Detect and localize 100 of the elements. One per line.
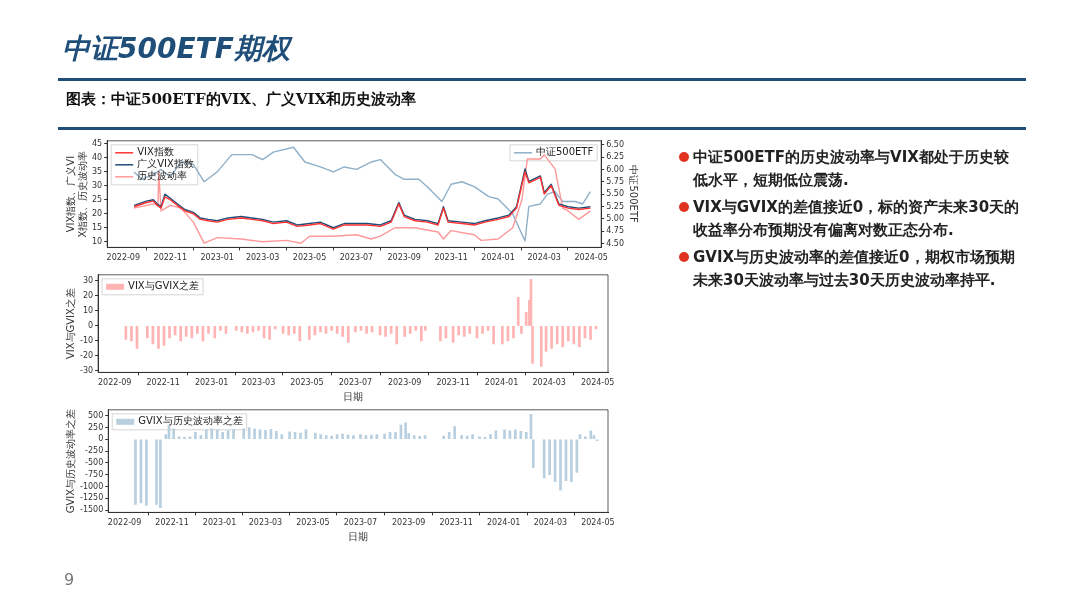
x-tick-label: 2024-01 [484,378,519,388]
y-tick-label: 35 [91,166,103,176]
bar [384,326,387,337]
legend-label: 中证500ETF [535,146,594,158]
bar [408,326,412,334]
y-tick-label: -1250 [80,493,104,503]
bar [365,326,368,334]
x-tick-label: 2023-07 [338,378,373,388]
bar [462,326,466,337]
x-tick-label: 2023-09 [387,253,421,263]
x-tick-label: 2024-03 [532,378,566,388]
y-tick-label: 250 [87,422,104,432]
bar [308,326,311,340]
y-tick-label: -20 [79,350,94,360]
y2-tick-label: 5.00 [606,213,624,223]
x-tick-label: 2023-01 [200,253,234,263]
bar [524,431,528,440]
bar [183,437,186,440]
y-tick-label: -1000 [80,481,104,491]
y-tick-label: 10 [91,236,103,246]
bar [257,326,260,331]
bar [242,428,246,440]
bar [414,326,418,331]
x-tick-label: 2023-09 [387,378,422,388]
bar [288,431,291,440]
y-tick-label: 20 [91,208,103,218]
y-tick-label: 30 [82,275,94,285]
bar [190,326,194,339]
bar [298,326,302,342]
bar [492,326,495,345]
y2-axis-title: 中证500ETF [628,165,640,223]
bar [346,326,350,343]
bar [471,434,474,440]
y-tick-label: 0 [98,434,104,444]
y-axis-title: VIX与GVIX之差 [64,288,76,360]
x-tick-label: 2024-01 [481,253,515,263]
y2-tick-label: 5.50 [606,189,624,199]
bar [319,326,322,333]
bar [489,434,492,440]
text: 中证500ETF的历史波动率与VIX都处于历史较低水平，短期低位震荡. [693,148,1009,189]
y-tick-label: 40 [91,152,103,162]
bar [313,432,317,440]
x-tick-label: 2023-09 [392,518,426,528]
bar [370,434,373,440]
x-axis-title: 日期 [348,530,369,542]
y-tick-label: -750 [85,469,104,479]
bar [453,426,456,440]
x-tick-label: 2024-05 [581,518,615,528]
y-tick-label: -250 [85,446,104,456]
y2-tick-label: 6.00 [606,164,624,174]
bar [330,435,333,440]
legend-label: VIX与GVIX之差 [128,280,200,292]
bar [232,429,235,440]
bar [418,436,421,440]
bar [420,326,423,342]
bar [287,326,291,336]
x-tick-label: 2024-01 [486,518,521,528]
x-tick-label: 2023-11 [439,518,473,528]
bar [531,439,535,468]
bar [501,326,504,345]
bar [330,326,333,331]
y-tick-label: -500 [85,457,104,467]
bar [157,326,160,349]
legend-label: 历史波动率 [137,170,188,182]
y-tick-label: 25 [91,194,103,204]
bar [403,326,406,337]
bar [264,429,267,440]
x-tick-label: 2023-11 [434,253,468,263]
text: GVIX与历史波动率的差值接近0，期权市场预期未来30天波动率与过去30天历史波动率持平. [693,248,1015,289]
bar [578,326,581,348]
bar [559,439,562,491]
bar [246,326,249,334]
bar [512,326,515,339]
bar [275,430,278,440]
bar [412,435,416,440]
x-tick-label: 2022-11 [146,378,180,388]
bar [341,326,345,337]
legend-label: VIX指数 [137,146,174,158]
bar [168,326,171,339]
bar [324,435,328,440]
bar [550,326,553,349]
bar [354,326,357,333]
x-tick-label: 2023-05 [296,518,330,528]
bar [273,326,277,330]
bar [439,326,442,342]
bar [566,326,570,342]
x-tick-label: 2024-03 [533,518,568,528]
x-tick-label: 2023-03 [248,518,283,528]
x-tick-label: 2023-01 [202,518,237,528]
bar [375,434,379,440]
bar [457,326,460,336]
bar [179,326,182,342]
bar [130,326,133,342]
bar [516,296,520,326]
bar [561,326,565,348]
x-tick-label: 2023-05 [292,253,327,263]
x-tick-label: 2023-07 [339,253,374,263]
x-tick-label: 2023-11 [436,378,470,388]
bar [514,429,517,440]
bar [210,428,214,440]
